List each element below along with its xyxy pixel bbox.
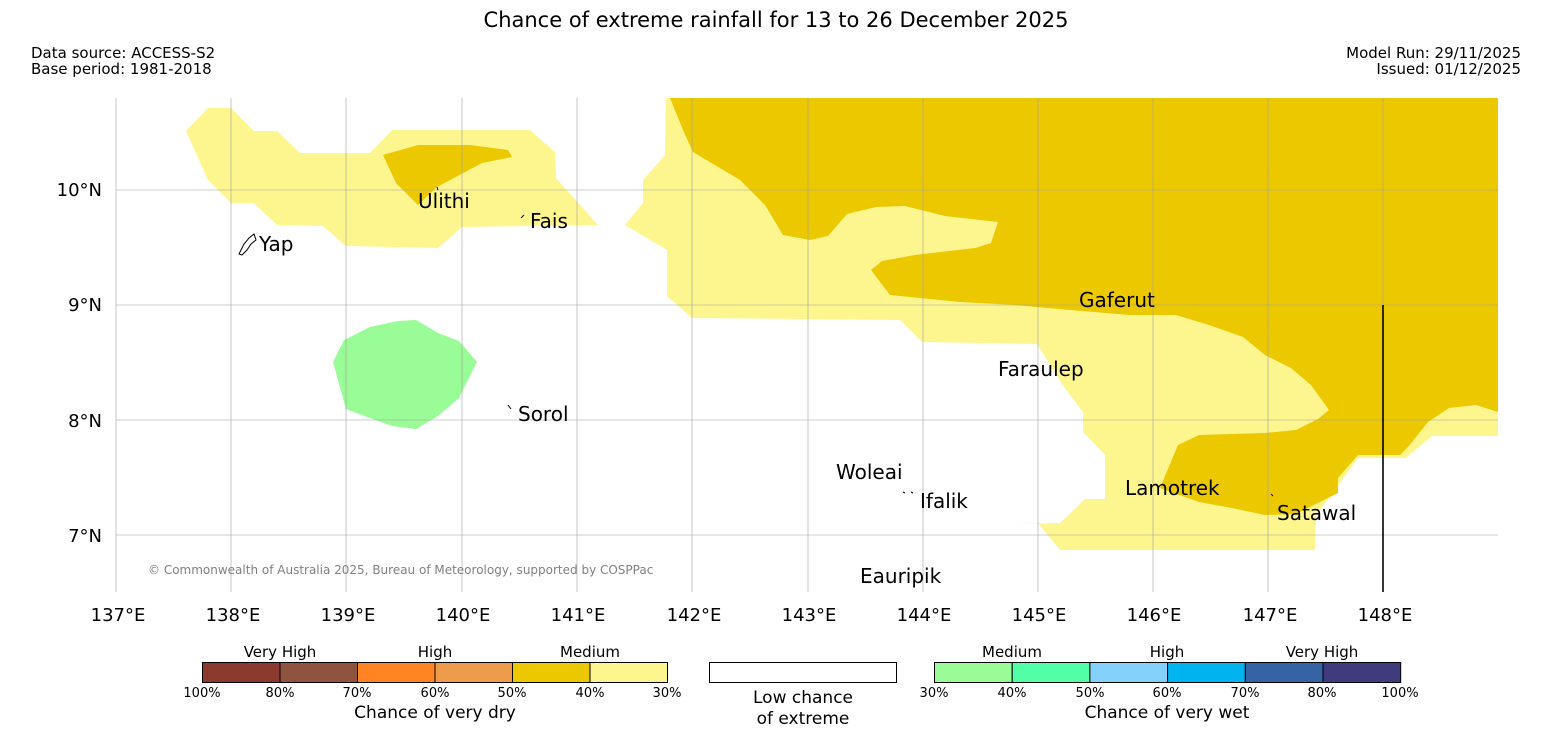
legend-dry-swatch xyxy=(589,662,668,683)
issued-date: Issued: 01/12/2025 xyxy=(1376,60,1521,78)
copyright-notice: © Commonwealth of Australia 2025, Bureau… xyxy=(148,563,653,577)
legend-wet-tick: 70% xyxy=(1231,686,1260,701)
legend-neutral-swatch xyxy=(709,662,897,683)
dry-region-main xyxy=(670,98,1498,515)
longitude-labels: 137°E 138°E 139°E 140°E 141°E 142°E 143°… xyxy=(91,605,1413,626)
lon-label: 145°E xyxy=(1012,605,1067,626)
legend-dry-swatch xyxy=(512,662,591,683)
data-source-info: Data source: ACCESS-S2 Base period: 1981… xyxy=(31,45,215,77)
legend-wet-swatch xyxy=(934,662,1013,683)
legend: Very High High Medium 100% 80% 70% 60% 5… xyxy=(183,643,1418,729)
legend-dry-category: High xyxy=(418,643,452,661)
legend-dry-tick: 40% xyxy=(576,686,605,701)
legend-wet-category: Medium xyxy=(982,643,1042,661)
latitude-labels: 10°N 9°N 8°N 7°N xyxy=(57,180,102,547)
legend-dry-swatch xyxy=(434,662,513,683)
place-label-gaferut: Gaferut xyxy=(1079,288,1155,312)
place-label-woleai: Woleai xyxy=(836,460,903,484)
legend-dry-title: Chance of very dry xyxy=(354,703,516,723)
legend-dry-tick: 60% xyxy=(421,686,450,701)
legend-wet-tick: 60% xyxy=(1153,686,1182,701)
lon-label: 138°E xyxy=(206,605,261,626)
model-run-info: Model Run: 29/11/2025 Issued: 01/12/2025 xyxy=(1346,45,1521,77)
legend-wet-title: Chance of very wet xyxy=(1085,703,1250,723)
legend-dry-tick: 70% xyxy=(343,686,372,701)
legend-wet-swatch xyxy=(1244,662,1324,683)
ulithi-atoll-mark xyxy=(436,186,439,191)
place-labels: Ulithi Fais Yap Gaferut Faraulep Sorol W… xyxy=(258,189,1356,588)
lon-label: 148°E xyxy=(1358,605,1413,626)
legend-wet-colorbar xyxy=(934,662,1402,683)
base-period: Base period: 1981-2018 xyxy=(31,60,212,78)
fais-island-mark xyxy=(520,214,525,219)
place-label-faraulep: Faraulep xyxy=(998,357,1084,381)
legend-dry-tick: 50% xyxy=(498,686,527,701)
legend-neutral-line2: of extreme xyxy=(757,709,850,729)
lon-label: 146°E xyxy=(1127,605,1182,626)
lon-label: 143°E xyxy=(782,605,837,626)
place-label-sorol: Sorol xyxy=(518,402,569,426)
legend-wet-tick: 40% xyxy=(998,686,1027,701)
legend-dry-category: Medium xyxy=(560,643,620,661)
lat-label: 9°N xyxy=(68,295,102,316)
lon-label: 140°E xyxy=(436,605,491,626)
place-label-satawal: Satawal xyxy=(1277,501,1356,525)
place-label-ulithi: Ulithi xyxy=(418,189,470,213)
legend-dry-colorbar xyxy=(202,662,668,683)
legend-wet-tick: 100% xyxy=(1381,686,1418,701)
legend-wet-swatch xyxy=(1322,662,1402,683)
legend-wet-tick: 50% xyxy=(1076,686,1105,701)
sorol-atoll-mark xyxy=(507,404,512,410)
legend-dry-swatch xyxy=(202,662,281,683)
lon-label: 147°E xyxy=(1243,605,1298,626)
place-label-lamotrek: Lamotrek xyxy=(1125,476,1220,500)
lon-label: 144°E xyxy=(897,605,952,626)
wet-30-40-regions xyxy=(333,320,477,429)
place-label-ifalik: Ifalik xyxy=(920,489,968,513)
legend-wet-category: Very High xyxy=(1286,643,1359,661)
lon-label: 139°E xyxy=(321,605,376,626)
legend-dry-swatch xyxy=(357,662,436,683)
legend-neutral-line1: Low chance xyxy=(753,688,853,708)
legend-neutral: Low chance of extreme xyxy=(709,662,897,729)
legend-dry-category: Very High xyxy=(244,643,317,661)
legend-wet-swatch xyxy=(1089,662,1169,683)
woleai-atoll-mark xyxy=(902,491,914,494)
legend-dry-tick: 100% xyxy=(183,686,220,701)
place-label-fais: Fais xyxy=(530,209,568,233)
lat-label: 7°N xyxy=(68,526,102,547)
satawal-island-mark xyxy=(1270,493,1274,497)
place-label-yap: Yap xyxy=(258,232,293,256)
yap-island-outline xyxy=(238,233,257,256)
legend-wet-tick: 30% xyxy=(920,686,949,701)
dry-region-west xyxy=(186,108,598,248)
island-marks xyxy=(238,186,1274,497)
legend-dry: Very High High Medium 100% 80% 70% 60% 5… xyxy=(183,643,681,723)
legend-wet-category: High xyxy=(1150,643,1184,661)
graticule xyxy=(115,98,1498,592)
lon-label: 142°E xyxy=(667,605,722,626)
map-title: Chance of extreme rainfall for 13 to 26 … xyxy=(483,8,1069,32)
legend-dry-tick: 80% xyxy=(266,686,295,701)
lon-label: 141°E xyxy=(551,605,606,626)
legend-dry-swatch xyxy=(279,662,358,683)
legend-wet: Medium High Very High 30% 40% 50% 60% 70… xyxy=(920,643,1419,723)
data-source: Data source: ACCESS-S2 xyxy=(31,44,216,62)
lat-label: 10°N xyxy=(57,180,102,201)
lat-label: 8°N xyxy=(68,411,102,432)
model-run: Model Run: 29/11/2025 xyxy=(1346,44,1521,62)
lon-label: 137°E xyxy=(91,605,146,626)
legend-wet-swatch xyxy=(1011,662,1091,683)
place-label-eauripik: Eauripik xyxy=(860,564,942,588)
legend-wet-tick: 80% xyxy=(1308,686,1337,701)
legend-dry-tick: 30% xyxy=(653,686,682,701)
wet-region-sorol xyxy=(333,320,477,429)
legend-wet-swatch xyxy=(1167,662,1246,683)
